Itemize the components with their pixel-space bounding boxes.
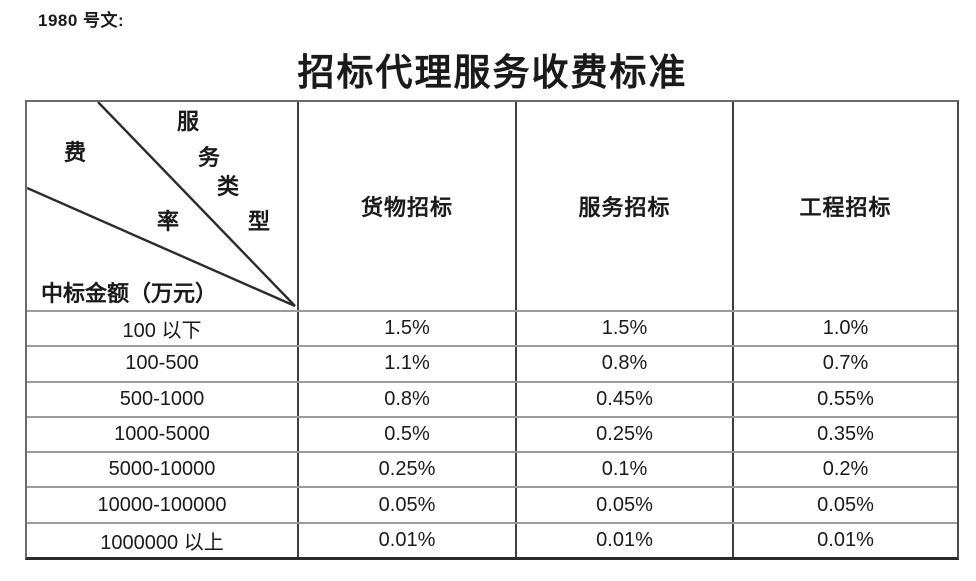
corner-service-type-char: 类 xyxy=(217,174,240,199)
page-title: 招标代理服务收费标准 xyxy=(297,53,688,94)
rate-cell: 0.05% xyxy=(517,488,734,522)
rate-cell: 0.35% xyxy=(817,423,874,446)
fee-table: 服 务 类 型 费 率 中标金额（万元） 货物招标 服务招标 工程招标 100 … xyxy=(25,100,959,561)
corner-diagonal-cell: 服 务 类 型 费 率 中标金额（万元） xyxy=(27,102,299,310)
rate-cell: 0.25% xyxy=(517,417,734,452)
doc-number-label: 1980 号文: xyxy=(38,11,125,30)
table-row: 10000-100000 0.05% 0.05% 0.05% xyxy=(27,486,957,522)
rate-cell: 1.5% xyxy=(517,312,734,346)
rate-cell: 0.8% xyxy=(299,382,517,416)
row-axis-label: 中标金额（万元） xyxy=(41,281,218,306)
corner-fee-rate-char: 率 xyxy=(157,209,180,234)
rate-cell: 0.55% xyxy=(817,387,874,410)
amount-range-cell: 1000000 以上 xyxy=(27,523,299,558)
column-header-goods-bidding: 货物招标 xyxy=(299,102,517,310)
rate-cell: 0.05% xyxy=(299,488,517,522)
table-header-row: 服 务 类 型 费 率 中标金额（万元） 货物招标 服务招标 工程招标 xyxy=(27,102,957,310)
rate-cell: 0.01% xyxy=(817,528,874,551)
corner-fee-rate-char: 费 xyxy=(64,140,87,165)
table-row: 1000-5000 0.5% 0.25% 0.35% xyxy=(27,415,957,452)
table-row: 100 以下 1.5% 1.5% 1.0% xyxy=(27,310,957,346)
column-header-service-bidding: 服务招标 xyxy=(517,102,734,310)
rate-cell: 0.45% xyxy=(517,382,734,416)
rate-cell: 0.1% xyxy=(517,453,734,487)
amount-range-cell: 5000-10000 xyxy=(27,453,299,487)
rate-cell: 0.8% xyxy=(517,347,734,381)
rate-cell: 0.05% xyxy=(817,493,874,516)
column-header-engineering-bidding: 工程招标 xyxy=(799,195,892,220)
rate-cell: 0.2% xyxy=(822,458,869,481)
amount-range-cell: 500-1000 xyxy=(27,382,299,416)
corner-service-type-char: 型 xyxy=(248,209,271,234)
amount-range-cell: 1000-5000 xyxy=(27,417,299,452)
corner-service-type-char: 服 xyxy=(177,109,200,134)
amount-range-cell: 10000-100000 xyxy=(27,488,299,522)
amount-range-cell: 100-500 xyxy=(27,347,299,381)
table-row: 500-1000 0.8% 0.45% 0.55% xyxy=(27,380,957,416)
rate-cell: 1.5% xyxy=(299,312,517,346)
rate-cell: 0.7% xyxy=(822,352,869,375)
amount-range-cell: 100 以下 xyxy=(27,312,299,346)
rate-cell: 1.1% xyxy=(299,347,517,381)
table-row: 5000-10000 0.25% 0.1% 0.2% xyxy=(27,451,957,487)
table-row: 100-500 1.1% 0.8% 0.7% xyxy=(27,345,957,381)
corner-service-type-char: 务 xyxy=(198,145,221,170)
rate-cell: 0.5% xyxy=(299,417,517,452)
rate-cell: 0.01% xyxy=(517,523,734,558)
table-row: 1000000 以上 0.01% 0.01% 0.01% xyxy=(27,521,957,558)
rate-cell: 0.01% xyxy=(299,523,517,558)
rate-cell: 1.0% xyxy=(822,317,869,340)
rate-cell: 0.25% xyxy=(299,453,517,487)
